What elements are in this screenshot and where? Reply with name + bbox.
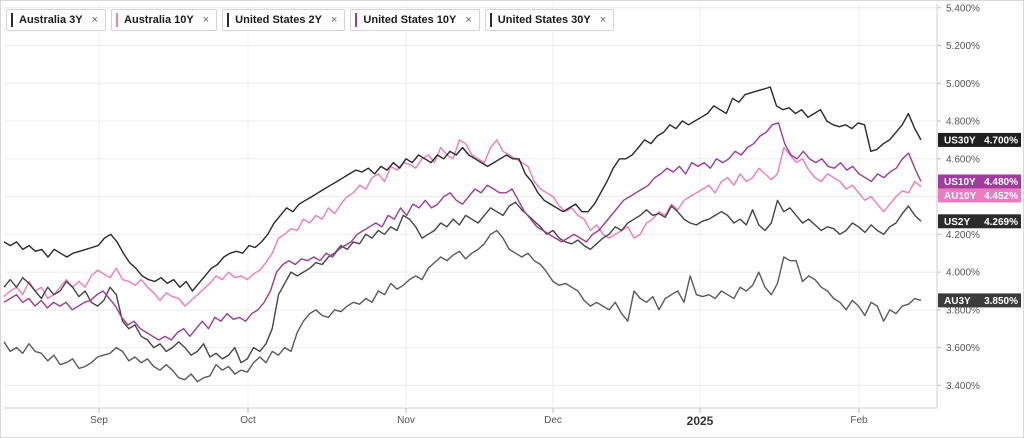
y-tick-label: 4.000% bbox=[946, 268, 980, 279]
flag-series-label: US30Y bbox=[944, 135, 976, 146]
legend-chip-united-states-10y[interactable]: United States 10Y × bbox=[350, 9, 480, 31]
legend-swatch bbox=[227, 13, 230, 27]
legend-swatch bbox=[489, 13, 492, 27]
y-tick-label: 4.800% bbox=[946, 117, 980, 128]
flag-series-label: US2Y bbox=[944, 217, 970, 228]
flag-value-label: 4.269% bbox=[984, 217, 1018, 228]
legend-swatch bbox=[116, 13, 119, 27]
close-icon[interactable]: × bbox=[330, 14, 338, 26]
x-tick-label: 2025 bbox=[687, 414, 714, 428]
legend-chip-united-states-2y[interactable]: United States 2Y × bbox=[222, 9, 346, 31]
y-tick-label: 3.800% bbox=[946, 305, 980, 316]
legend: Australia 3Y × Australia 10Y × United St… bbox=[6, 9, 615, 31]
flag-series-label: AU10Y bbox=[944, 191, 977, 202]
last-value-flag bbox=[938, 188, 1021, 203]
close-icon[interactable]: × bbox=[465, 14, 472, 26]
flag-value-label: 4.480% bbox=[984, 177, 1018, 188]
y-tick-label: 3.400% bbox=[946, 381, 980, 392]
last-value-flag bbox=[938, 174, 1021, 189]
series-line-us30y bbox=[3, 86, 922, 292]
flag-series-label: AU3Y bbox=[944, 296, 971, 307]
series-line-us10y bbox=[3, 122, 922, 341]
y-tick-label: 5.400% bbox=[946, 3, 980, 14]
series-line-us2y bbox=[3, 199, 922, 364]
x-tick-label: Feb bbox=[850, 415, 868, 426]
series-line-au3y bbox=[3, 229, 922, 383]
legend-chip-australia-3y[interactable]: Australia 3Y × bbox=[6, 9, 107, 31]
x-tick-label: Dec bbox=[544, 415, 562, 426]
flag-value-label: 3.850% bbox=[984, 296, 1018, 307]
x-tick-label: Nov bbox=[397, 415, 415, 426]
series-line-au10y bbox=[3, 139, 922, 307]
x-tick-label: Sep bbox=[90, 415, 108, 426]
legend-label: United States 2Y bbox=[235, 14, 322, 26]
legend-label: United States 10Y bbox=[363, 14, 457, 26]
legend-swatch bbox=[11, 13, 13, 27]
last-value-flag bbox=[938, 132, 1021, 147]
close-icon[interactable]: × bbox=[599, 14, 607, 26]
legend-label: United States 30Y bbox=[497, 14, 591, 26]
last-value-flag bbox=[938, 214, 1021, 229]
legend-chip-united-states-30y[interactable]: United States 30Y × bbox=[484, 9, 615, 31]
y-tick-label: 4.200% bbox=[946, 230, 980, 241]
legend-label: Australia 3Y bbox=[19, 14, 83, 26]
last-value-flag bbox=[938, 293, 1021, 308]
y-tick-label: 3.600% bbox=[946, 343, 980, 354]
legend-label: Australia 10Y bbox=[124, 14, 194, 26]
legend-swatch bbox=[355, 13, 358, 27]
flag-value-label: 4.700% bbox=[984, 135, 1018, 146]
x-tick-label: Oct bbox=[240, 415, 256, 426]
y-tick-label: 4.600% bbox=[946, 154, 980, 165]
y-tick-label: 5.200% bbox=[946, 41, 980, 52]
legend-chip-australia-10y[interactable]: Australia 10Y × bbox=[111, 9, 218, 31]
close-icon[interactable]: × bbox=[202, 14, 210, 26]
flag-value-label: 4.452% bbox=[984, 191, 1018, 202]
flag-series-label: US10Y bbox=[944, 177, 976, 188]
y-tick-label: 5.000% bbox=[946, 79, 980, 90]
close-icon[interactable]: × bbox=[91, 14, 99, 26]
